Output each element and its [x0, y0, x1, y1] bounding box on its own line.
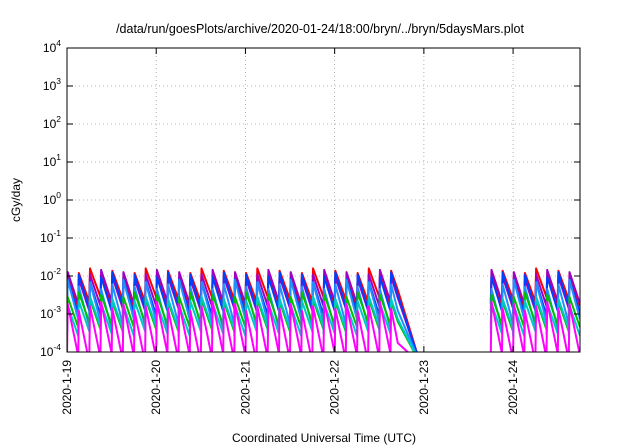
- x-tick-label: 2020-1-24: [506, 360, 520, 415]
- x-tick-label: 2020-1-20: [149, 360, 163, 415]
- plot-series: [67, 267, 580, 352]
- y-tick-label: 103: [43, 76, 61, 93]
- x-axis-label: Coordinated Universal Time (UTC): [232, 431, 416, 445]
- x-tick-label: 2020-1-21: [238, 360, 252, 415]
- y-tick-label: 10-1: [40, 228, 61, 245]
- y-tick-label: 102: [43, 114, 61, 131]
- y-tick-label: 101: [43, 152, 61, 169]
- y-tick-label: 10-2: [40, 266, 61, 283]
- y-tick-label: 104: [43, 38, 61, 55]
- y-tick-label: 10-3: [40, 304, 61, 321]
- y-axis-label: cGy/day: [9, 178, 23, 222]
- x-tick-label: 2020-1-23: [417, 360, 431, 415]
- ticks: 104 103 102 101 100 10-1 10-2 10-3 10-42020-1-19…: [40, 38, 520, 415]
- y-tick-label: 100: [43, 190, 61, 207]
- chart-title: /data/run/goesPlots/archive/2020-01-24/1…: [116, 22, 524, 36]
- axes: [66, 47, 581, 353]
- series-line: [67, 300, 580, 352]
- plot-frame: [66, 47, 581, 353]
- y-tick-label: 10-4: [40, 342, 61, 359]
- x-tick-label: 2020-1-22: [328, 360, 342, 415]
- x-tick-label: 2020-1-19: [60, 360, 74, 415]
